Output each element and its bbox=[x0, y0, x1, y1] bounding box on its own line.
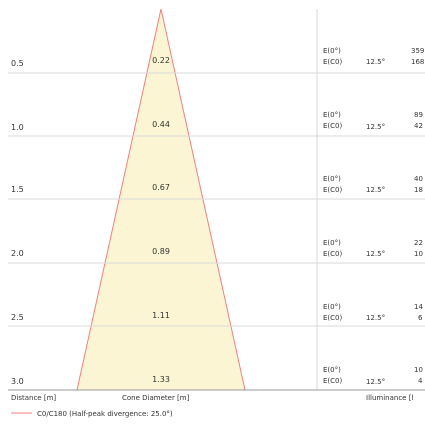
distance-value: 1.0 bbox=[11, 123, 24, 132]
diameter-value: 0.22 bbox=[152, 56, 170, 65]
e0-label: E(0°) bbox=[323, 239, 341, 247]
e0-label: E(0°) bbox=[323, 175, 341, 183]
e0-value: 10 bbox=[414, 366, 423, 374]
angle-value: 12.5° bbox=[366, 123, 385, 131]
e0-label: E(0°) bbox=[323, 111, 341, 119]
e0-label: E(0°) bbox=[323, 47, 341, 55]
angle-value: 12.5° bbox=[366, 58, 385, 66]
row-1.0: 1.0 0.44 E(0°) E(C0) 12.5° 89 42 bbox=[11, 111, 423, 132]
illuminance-label: Illuminance [l bbox=[366, 394, 413, 402]
distance-value: 3.0 bbox=[11, 377, 24, 386]
distance-value: 2.5 bbox=[11, 313, 24, 322]
row-2.0: 2.0 0.89 E(0°) E(C0) 12.5° 22 10 bbox=[11, 239, 423, 258]
cone-diameter-label: Cone Diameter [m] bbox=[122, 394, 190, 402]
row-2.5: 2.5 1.11 E(0°) E(C0) 12.5° 14 6 bbox=[11, 303, 423, 322]
ec0-value: 42 bbox=[414, 122, 423, 130]
e0-value: 14 bbox=[414, 303, 423, 311]
e0-value: 89 bbox=[414, 111, 423, 119]
angle-value: 12.5° bbox=[366, 378, 385, 386]
distance-value: 0.5 bbox=[11, 59, 24, 68]
e0-value: 359 bbox=[411, 47, 424, 55]
diameter-value: 0.89 bbox=[152, 247, 170, 256]
angle-value: 12.5° bbox=[366, 186, 385, 194]
e0-label: E(0°) bbox=[323, 366, 341, 374]
ec0-label: E(C0) bbox=[323, 122, 342, 130]
distance-value: 2.0 bbox=[11, 249, 24, 258]
legend-label: C0/C180 (Half-peak divergence: 25.0°) bbox=[37, 410, 173, 418]
angle-value: 12.5° bbox=[366, 314, 385, 322]
ec0-label: E(C0) bbox=[323, 250, 342, 258]
ec0-value: 18 bbox=[414, 186, 423, 194]
e0-value: 22 bbox=[414, 239, 423, 247]
row-3.0: 3.0 1.33 E(0°) E(C0) 12.5° 10 4 bbox=[11, 366, 423, 386]
angle-value: 12.5° bbox=[366, 250, 385, 258]
ec0-label: E(C0) bbox=[323, 58, 342, 66]
diameter-value: 0.67 bbox=[152, 183, 170, 192]
distance-value: 1.5 bbox=[11, 185, 24, 194]
e0-label: E(0°) bbox=[323, 303, 341, 311]
diameter-value: 0.44 bbox=[152, 120, 170, 129]
ec0-value: 6 bbox=[418, 314, 423, 322]
legend: C0/C180 (Half-peak divergence: 25.0°) bbox=[11, 410, 173, 418]
e0-value: 40 bbox=[414, 175, 423, 183]
row-0.5: 0.5 0.22 E(0°) E(C0) 12.5° 359 168 bbox=[11, 47, 424, 68]
ec0-label: E(C0) bbox=[323, 314, 342, 322]
distance-axis-label: Distance [m] bbox=[11, 394, 56, 402]
grid-lines bbox=[8, 9, 425, 390]
diameter-value: 1.33 bbox=[152, 375, 170, 384]
ec0-value: 10 bbox=[414, 250, 423, 258]
ec0-value: 168 bbox=[411, 58, 424, 66]
ec0-label: E(C0) bbox=[323, 377, 342, 385]
ec0-label: E(C0) bbox=[323, 186, 342, 194]
diameter-value: 1.11 bbox=[152, 311, 170, 320]
ec0-value: 4 bbox=[418, 377, 423, 385]
row-1.5: 1.5 0.67 E(0°) E(C0) 12.5° 40 18 bbox=[11, 175, 423, 194]
